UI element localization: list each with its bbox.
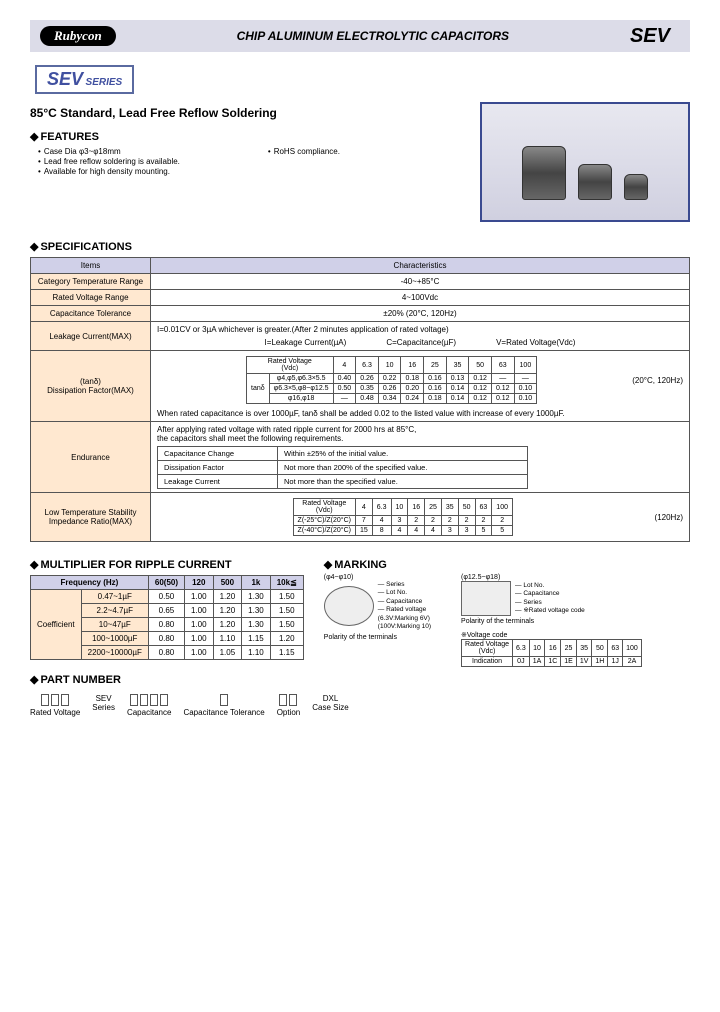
part-number-diagram: Rated Voltage SEVSeries Capacitance Capa… xyxy=(30,694,690,717)
voltage-code-table: Rated Voltage (Vdc)6.3101625355063100 In… xyxy=(461,639,642,667)
leak-def: I=Leakage Current(µA) xyxy=(265,338,347,347)
feature-item: RoHS compliance. xyxy=(268,147,340,156)
ripple-freq-header: Frequency (Hz) xyxy=(31,576,149,590)
brand-logo: Rubycon xyxy=(40,26,116,46)
tand-hz: (20°C, 120Hz) xyxy=(632,376,683,385)
marking-right: (φ12.5~φ18) — Lot No. — Capacitance — Se… xyxy=(461,574,642,667)
product-image xyxy=(480,102,690,222)
spec-leakage-cell: I=0.01CV or 3µA whichever is greater.(Af… xyxy=(151,322,690,351)
spec-th-items: Items xyxy=(31,258,151,274)
endurance-intro: After applying rated voltage with rated … xyxy=(157,425,683,443)
header-title: CHIP ALUMINUM ELECTROLYTIC CAPACITORS xyxy=(116,29,630,43)
spec-row-label: (tanδ) Dissipation Factor(MAX) xyxy=(31,351,151,422)
marking-heading: MARKING xyxy=(324,558,690,571)
capacitor-small-icon xyxy=(624,174,648,200)
lowtemp-hz: (120Hz) xyxy=(655,513,683,522)
marking-rect-icon xyxy=(461,581,511,616)
spec-row-label: Endurance xyxy=(31,422,151,493)
feature-item: Lead free reflow soldering is available. xyxy=(38,157,180,166)
capacitor-medium-icon xyxy=(578,164,612,200)
spec-tand-cell: Rated Voltage (Vdc) 46.3101625355063100 … xyxy=(151,351,690,422)
tand-footnote: When rated capacitance is over 1000µF, t… xyxy=(157,409,683,418)
ripple-table: Frequency (Hz) 60(50)1205001k10k≦ Coeffi… xyxy=(30,575,304,660)
spec-th-char: Characteristics xyxy=(151,258,690,274)
specifications-table: Items Characteristics Category Temperatu… xyxy=(30,257,690,542)
marking-round-icon xyxy=(324,586,374,626)
series-label: SERIES xyxy=(86,77,123,88)
spec-row-label: Leakage Current(MAX) xyxy=(31,322,151,351)
marking-subhead: (φ12.5~φ18) xyxy=(461,574,642,581)
capacitor-large-icon xyxy=(522,146,566,200)
subtitle: 85°C Standard, Lead Free Reflow Solderin… xyxy=(30,106,470,120)
series-tag: SEV SERIES xyxy=(35,65,134,94)
vcode-heading: ※Voltage code xyxy=(461,631,642,639)
leakage-note: I=0.01CV or 3µA whichever is greater.(Af… xyxy=(157,325,683,334)
leak-def: V=Rated Voltage(Vdc) xyxy=(496,338,575,347)
marking-polarity: Polarity of the terminals xyxy=(324,634,431,641)
endurance-table: Capacitance ChangeWithin ±25% of the ini… xyxy=(157,446,528,489)
spec-value: ±20% (20°C, 120Hz) xyxy=(151,306,690,322)
tand-table: Rated Voltage (Vdc) 46.3101625355063100 … xyxy=(246,356,537,404)
series-code: SEV xyxy=(47,69,83,89)
spec-endurance-cell: After applying rated voltage with rated … xyxy=(151,422,690,493)
spec-row-label: Low Temperature Stability Impedance Rati… xyxy=(31,493,151,542)
header-bar: Rubycon CHIP ALUMINUM ELECTROLYTIC CAPAC… xyxy=(30,20,690,52)
feature-item: Case Dia φ3~φ18mm xyxy=(38,147,180,156)
lowtemp-table: Rated Voltage (Vdc)46.3101625355063100 Z… xyxy=(293,498,513,536)
features-heading: FEATURES xyxy=(30,130,470,143)
feature-item: Available for high density mounting. xyxy=(38,167,180,176)
spec-row-label: Capacitance Tolerance xyxy=(31,306,151,322)
header-code: SEV xyxy=(630,25,670,48)
spec-value: -40~+85°C xyxy=(151,274,690,290)
spec-lowtemp-cell: Rated Voltage (Vdc)46.3101625355063100 Z… xyxy=(151,493,690,542)
features-list: Case Dia φ3~φ18mm Lead free reflow solde… xyxy=(30,146,180,177)
leak-def: C=Capacitance(µF) xyxy=(386,338,456,347)
spec-row-label: Category Temperature Range xyxy=(31,274,151,290)
marking-left: (φ4~φ10) — Series — Lot No. — Capacitanc… xyxy=(324,574,431,667)
marking-polarity: Polarity of the terminals xyxy=(461,618,642,625)
marking-subhead: (φ4~φ10) xyxy=(324,574,431,581)
partnum-heading: PART NUMBER xyxy=(30,673,690,686)
spec-row-label: Rated Voltage Range xyxy=(31,290,151,306)
features-right: RoHS compliance. xyxy=(260,146,340,177)
spec-value: 4~100Vdc xyxy=(151,290,690,306)
specs-heading: SPECIFICATIONS xyxy=(30,240,690,253)
tand-rv-header: Rated Voltage (Vdc) xyxy=(247,357,334,374)
ripple-heading: MULTIPLIER FOR RIPPLE CURRENT xyxy=(30,558,304,571)
